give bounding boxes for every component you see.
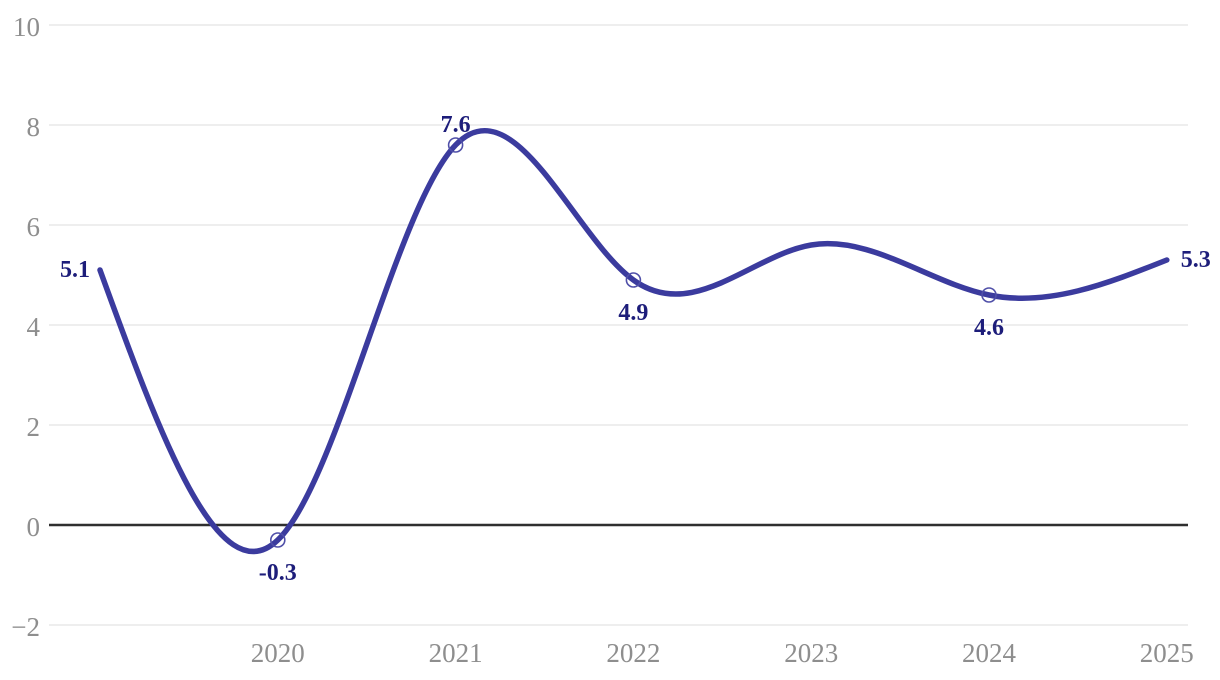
y-axis-tick-label: 0	[27, 512, 41, 542]
y-axis-tick-label: 6	[27, 212, 41, 242]
x-axis-tick-labels: 2020 2021 2022 2023 2024 2025	[251, 638, 1194, 668]
y-axis-tick-label: 4	[27, 312, 41, 342]
data-point-label: 5.3	[1181, 247, 1211, 273]
x-axis-tick-label: 2023	[784, 638, 838, 668]
x-axis-tick-label: 2022	[606, 638, 660, 668]
data-point-label: 5.1	[60, 257, 90, 283]
x-axis-tick-label: 2021	[429, 638, 483, 668]
data-point-marker	[981, 287, 997, 303]
data-point-marker	[625, 272, 642, 288]
y-axis-tick-label: −2	[11, 612, 40, 642]
y-axis-tick-label: 8	[27, 112, 41, 142]
data-point-marker	[447, 137, 464, 153]
data-point-label: 7.6	[441, 112, 471, 138]
data-point-markers	[269, 137, 997, 548]
x-axis-tick-label: 2024	[962, 638, 1017, 668]
gridlines	[49, 24, 1188, 626]
data-point-label: 4.6	[974, 315, 1004, 341]
series-line	[97, 127, 1170, 555]
data-point-marker	[269, 532, 286, 548]
y-axis-tick-labels: 10 8 6 4 2 0 −2	[11, 12, 40, 642]
x-axis-tick-label: 2025	[1140, 638, 1194, 668]
y-axis-tick-label: 10	[13, 12, 40, 42]
data-point-label: 4.9	[618, 300, 648, 326]
data-point-label: -0.3	[259, 560, 297, 586]
y-axis-tick-label: 2	[27, 412, 41, 442]
data-point-labels: 5.1 -0.3 7.6 4.9 4.6 5.3	[60, 112, 1211, 586]
x-axis-tick-label: 2020	[251, 638, 305, 668]
